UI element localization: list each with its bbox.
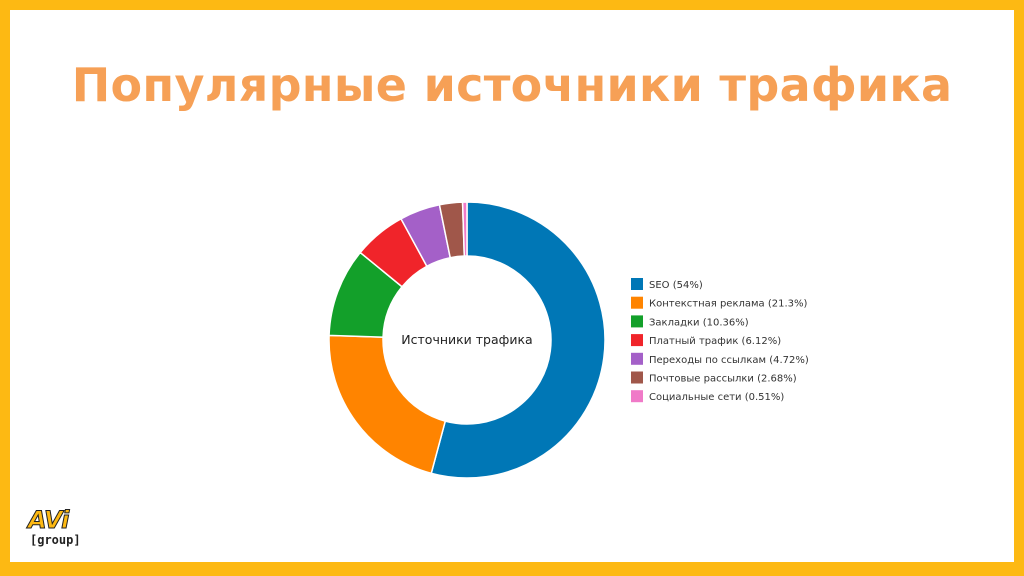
logo-brand: AVi [27, 506, 69, 534]
legend-label-0: SEO (54%) [649, 280, 703, 291]
legend-item-1: Контекстная реклама (21.3%) [631, 296, 808, 310]
logo-subtitle: [group] [30, 533, 81, 547]
chart-center-label: Источники трафика [401, 332, 532, 347]
legend-swatch-1 [631, 296, 643, 309]
legend-swatch-4 [631, 352, 643, 365]
legend-label-3: Платный трафик (6.12%) [649, 336, 781, 347]
legend-swatch-3 [631, 334, 643, 347]
chart-legend: SEO (54%) Контекстная реклама (21.3%) Закл… [631, 278, 809, 403]
legend-swatch-6 [631, 390, 643, 403]
page-title: Популярные источники трафика [71, 58, 953, 112]
avi-group-logo: AVi [group] [27, 506, 84, 551]
legend-item-6: Социальные сети (0.51%) [631, 390, 784, 403]
legend-label-4: Переходы по ссылкам (4.72%) [649, 355, 809, 366]
legend-item-4: Переходы по ссылкам (4.72%) [631, 352, 809, 366]
legend-swatch-2 [631, 315, 643, 328]
legend-item-2: Закладки (10.36%) [631, 315, 749, 328]
legend-swatch-0 [631, 278, 643, 290]
legend-label-6: Социальные сети (0.51%) [649, 392, 784, 403]
legend-item-3: Платный трафик (6.12%) [631, 334, 781, 347]
donut-slice-1 [328, 334, 447, 475]
donut-slice-6 [461, 201, 468, 257]
legend-label-2: Закладки (10.36%) [649, 317, 749, 328]
donut-slice-0 [430, 201, 606, 479]
legend-label-1: Контекстная реклама (21.3%) [649, 299, 808, 310]
legend-label-5: Почтовые рассылки (2.68%) [649, 374, 797, 385]
legend-swatch-5 [631, 371, 643, 384]
chart-slices [328, 201, 606, 479]
legend-item-0: SEO (54%) [631, 278, 703, 291]
legend-item-5: Почтовые рассылки (2.68%) [631, 371, 797, 385]
